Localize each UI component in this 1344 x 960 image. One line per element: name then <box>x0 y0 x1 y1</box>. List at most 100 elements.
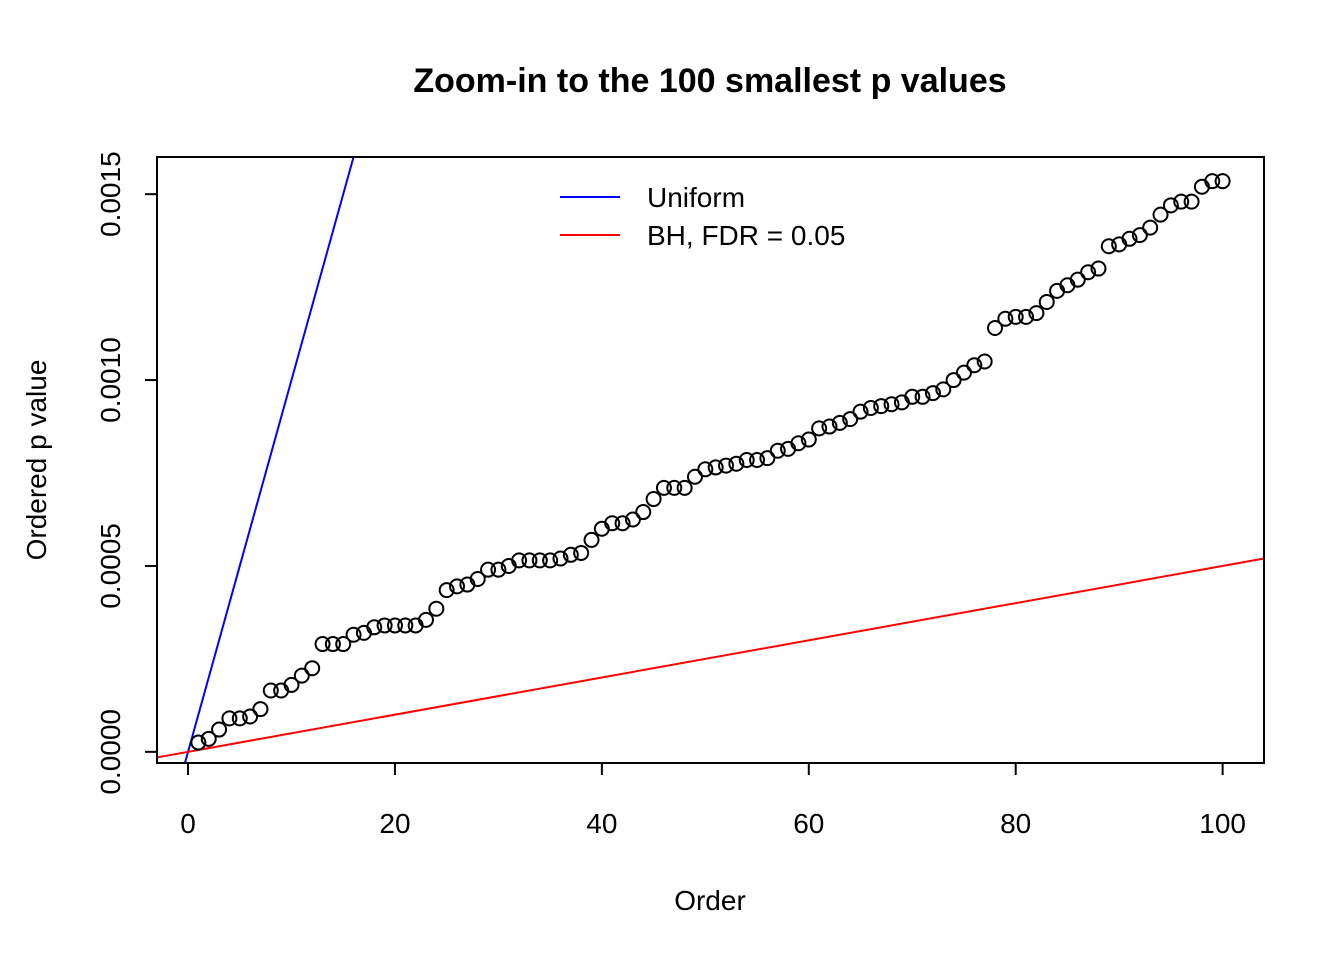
y-tick-label: 0.0005 <box>95 523 126 609</box>
data-point <box>335 636 352 653</box>
data-point <box>614 515 631 532</box>
data-point <box>1018 308 1035 325</box>
data-point <box>718 457 735 474</box>
y-axis-label: Ordered p value <box>21 360 52 561</box>
reference-line-uniform <box>183 156 355 764</box>
data-point <box>1090 260 1107 277</box>
data-point <box>1007 308 1024 325</box>
data-point <box>231 710 248 727</box>
data-point <box>842 411 859 428</box>
data-point <box>480 561 497 578</box>
data-point <box>1204 173 1221 190</box>
data-point <box>728 455 745 472</box>
legend-label-uniform: Uniform <box>647 182 745 213</box>
data-point <box>1142 219 1159 236</box>
data-point <box>831 414 848 431</box>
x-axis: 0 20 40 60 80 100 <box>180 763 1246 839</box>
x-tick-label: 40 <box>586 808 617 839</box>
data-point <box>686 468 703 485</box>
data-point <box>490 561 507 578</box>
y-tick-label: 0.0000 <box>95 709 126 795</box>
data-point <box>811 420 828 437</box>
data-point <box>428 600 445 617</box>
data-point <box>283 676 300 693</box>
data-point <box>552 550 569 567</box>
data-point <box>1173 193 1190 210</box>
data-point <box>749 452 766 468</box>
data-point <box>645 491 662 508</box>
data-point <box>738 452 755 468</box>
data-point <box>987 320 1004 337</box>
data-point <box>1069 271 1086 288</box>
data-point <box>914 388 931 405</box>
chart-title: Zoom-in to the 100 smallest p values <box>413 62 1006 100</box>
data-point <box>562 546 579 563</box>
data-point <box>438 582 455 599</box>
data-point <box>666 479 683 496</box>
data-point <box>366 619 383 636</box>
data-point <box>511 552 528 569</box>
data-point <box>852 403 869 420</box>
data-point <box>304 660 321 677</box>
data-point <box>521 552 538 569</box>
data-point <box>1038 293 1055 310</box>
data-point <box>376 617 393 634</box>
data-point <box>1131 227 1148 244</box>
data-point <box>1183 193 1200 210</box>
data-point <box>386 617 403 634</box>
legend-label-bh: BH, FDR = 0.05 <box>647 220 845 251</box>
data-point <box>449 578 466 595</box>
data-point <box>573 544 590 561</box>
reference-lines <box>156 156 1265 764</box>
data-point <box>1100 238 1117 255</box>
data-point <box>790 435 807 452</box>
data-point <box>883 396 900 413</box>
data-point <box>262 682 279 699</box>
data-point <box>976 353 993 370</box>
data-point <box>707 459 724 476</box>
data-point <box>200 730 217 747</box>
data-point <box>604 515 621 532</box>
data-point <box>635 504 652 521</box>
data-point <box>966 357 983 374</box>
data-point <box>935 381 952 398</box>
legend: Uniform BH, FDR = 0.05 <box>560 182 845 251</box>
data-point <box>1121 230 1138 247</box>
data-point <box>542 552 559 569</box>
x-tick-label: 20 <box>379 808 410 839</box>
reference-line-bh <box>156 557 1265 759</box>
data-point <box>924 385 941 402</box>
data-point <box>945 372 962 389</box>
data-point <box>221 710 238 727</box>
data-point <box>1162 197 1179 214</box>
data-point <box>862 399 879 416</box>
data-point <box>324 636 341 653</box>
x-tick-label: 80 <box>1000 808 1031 839</box>
x-tick-label: 60 <box>793 808 824 839</box>
x-tick-label: 100 <box>1199 808 1246 839</box>
data-point <box>904 388 921 405</box>
data-point <box>1152 206 1169 223</box>
data-point <box>211 721 228 738</box>
data-point <box>1028 305 1045 322</box>
plot-frame <box>156 156 1265 764</box>
data-point <box>1214 173 1231 190</box>
data-point <box>1080 264 1097 281</box>
data-point <box>955 364 972 381</box>
data-point <box>190 734 207 751</box>
data-point <box>873 398 890 415</box>
data-point <box>252 701 269 718</box>
x-axis-label: Order <box>674 885 746 916</box>
y-axis: 0.0000 0.0005 0.0010 0.0015 <box>95 151 157 795</box>
data-point <box>314 636 331 653</box>
data-point <box>697 461 714 478</box>
data-point <box>583 531 600 548</box>
data-point <box>655 479 672 496</box>
data-point <box>345 626 362 643</box>
data-point <box>821 418 838 435</box>
data-point <box>417 611 434 628</box>
data-point <box>759 450 776 467</box>
y-tick-label: 0.0015 <box>95 151 126 237</box>
data-point <box>997 310 1014 327</box>
